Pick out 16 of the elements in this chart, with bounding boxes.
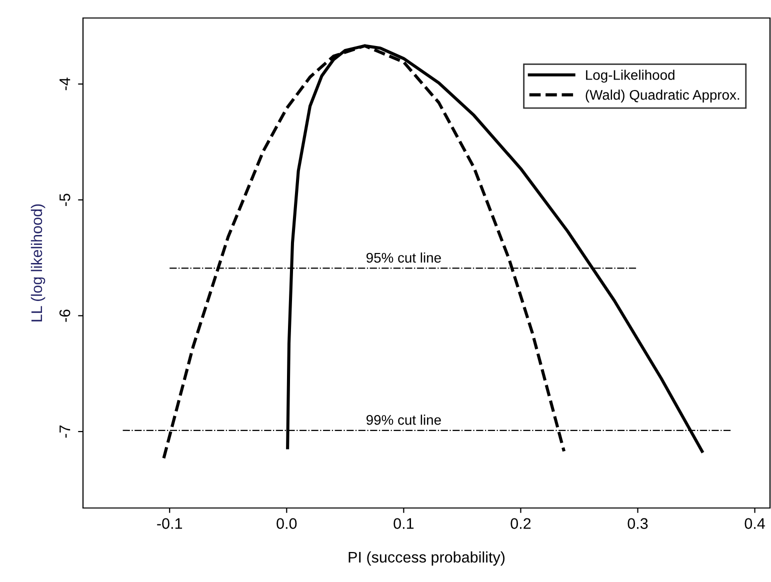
- x-tick-label: 0.2: [510, 518, 531, 529]
- x-tick-label: 0.0: [276, 518, 297, 529]
- legend-label: Log-Likelihood: [586, 70, 674, 83]
- annotation: 95% cut line: [366, 252, 441, 263]
- legend-label: (Wald) Quadratic Approx.: [586, 90, 740, 103]
- x-tick-label: -0.1: [157, 518, 182, 529]
- annotation: 99% cut line: [366, 414, 441, 425]
- x-tick-label: 0.1: [394, 518, 414, 529]
- x-tick-label: 0.4: [744, 518, 765, 529]
- x-tick-label: 0.3: [628, 518, 648, 529]
- y-axis-title: LL (log likelihood): [30, 204, 46, 322]
- y-tick-label: -7: [60, 426, 70, 438]
- y-tick-label: -4: [60, 78, 70, 90]
- y-tick-label: -6: [59, 310, 70, 322]
- y-tick-label: -5: [60, 194, 70, 206]
- x-axis-title: PI (success probability): [348, 551, 505, 566]
